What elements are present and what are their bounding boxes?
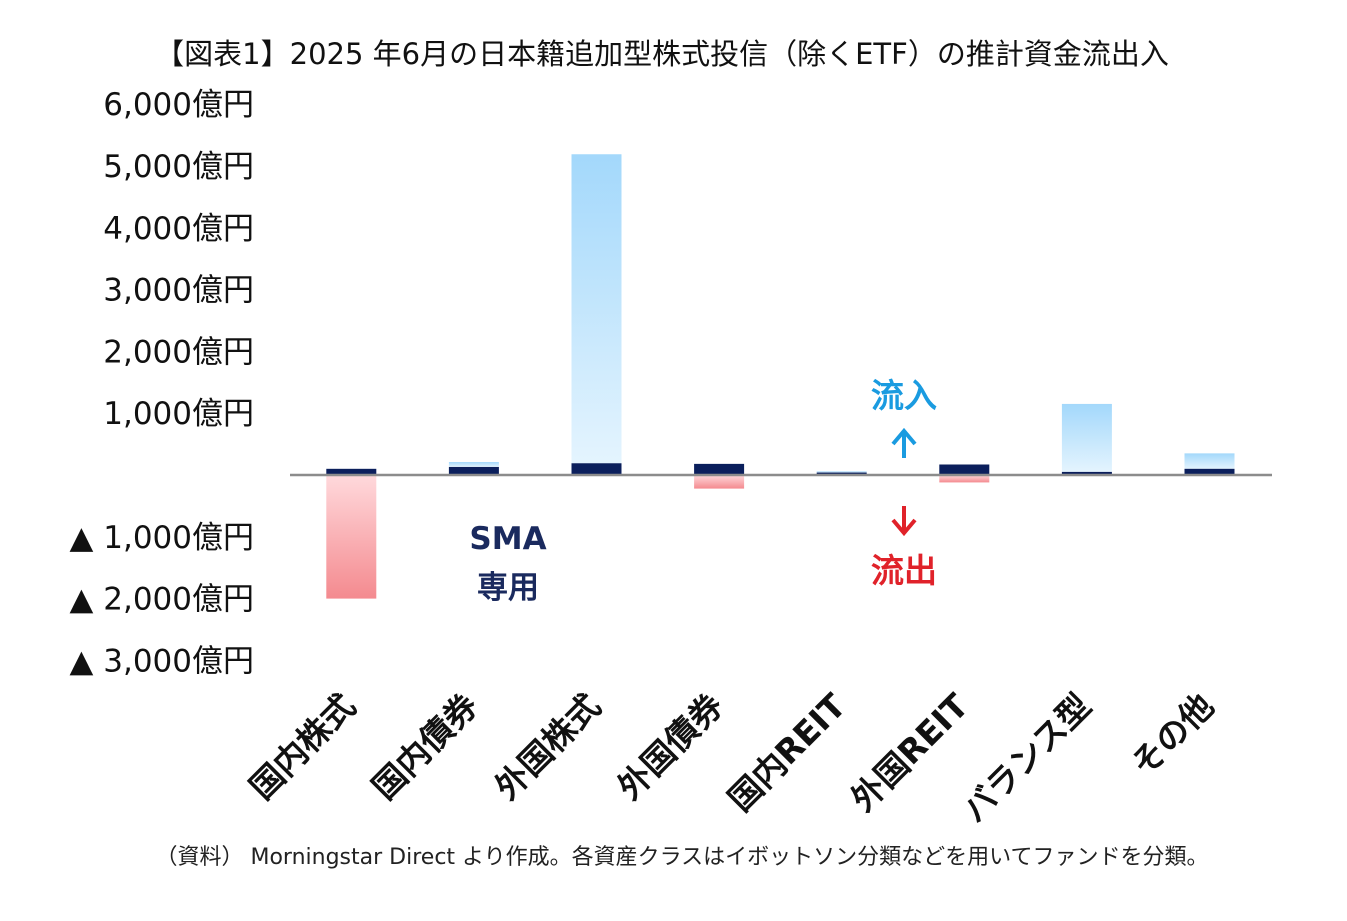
y-tick-label: 3,000億円 — [103, 273, 254, 309]
y-tick-label: 4,000億円 — [103, 211, 254, 247]
bar-inflow — [816, 471, 867, 473]
outflow-arrow-icon — [891, 506, 917, 537]
inflow-label: 流入 — [871, 376, 937, 415]
chart-title: 【図表1】2025 年6月の日本籍追加型株式投信（除くETF）の推計資金流出入 — [155, 37, 1169, 71]
bar-inflow — [448, 462, 499, 467]
outflow-label: 流出 — [871, 551, 937, 590]
y-tick-label: ▲ 3,000億円 — [70, 643, 254, 679]
x-tick-label: 国内株式 — [242, 686, 363, 807]
x-tick-label: バランス型 — [955, 686, 1099, 830]
bar-sma — [939, 464, 990, 475]
bar-sma — [694, 463, 745, 475]
bar-sma — [1184, 468, 1235, 475]
bar-sma — [326, 468, 377, 475]
bar-inflow — [1061, 403, 1112, 472]
inflow-arrow-icon — [891, 427, 917, 458]
bars — [326, 154, 1235, 599]
bar-sma — [448, 466, 499, 475]
bar-outflow — [694, 475, 745, 489]
y-axis-tick-labels: 6,000億円 5,000億円 4,000億円 3,000億円 2,000億円 1,000… — [70, 87, 254, 679]
bar-sma — [571, 463, 622, 475]
bar-sma — [1061, 471, 1112, 475]
x-tick-label: 国内REIT — [721, 686, 854, 819]
x-tick-label: 国内債券 — [365, 685, 487, 807]
y-tick-label: 2,000億円 — [103, 334, 254, 370]
y-tick-label: 6,000億円 — [103, 87, 254, 123]
x-tick-label: 外国株式 — [487, 686, 608, 807]
x-tick-label: 外国REIT — [843, 686, 976, 819]
x-tick-label: その他 — [1124, 686, 1222, 784]
y-tick-label: ▲ 1,000億円 — [70, 520, 254, 556]
source-note: （資料） Morningstar Direct より作成。各資産クラスはイボット… — [156, 845, 1209, 870]
sma-label-line1: SMA — [469, 521, 546, 557]
bar-inflow — [1184, 453, 1235, 469]
sma-label-line2: 専用 — [477, 570, 539, 606]
bar-inflow — [571, 154, 622, 464]
y-tick-label: 5,000億円 — [103, 149, 254, 185]
x-tick-label: 外国債券 — [610, 685, 732, 807]
bar-outflow — [939, 475, 990, 483]
bar-outflow — [326, 475, 377, 599]
y-tick-label: ▲ 2,000億円 — [70, 582, 254, 618]
y-tick-label: 1,000億円 — [103, 396, 254, 432]
